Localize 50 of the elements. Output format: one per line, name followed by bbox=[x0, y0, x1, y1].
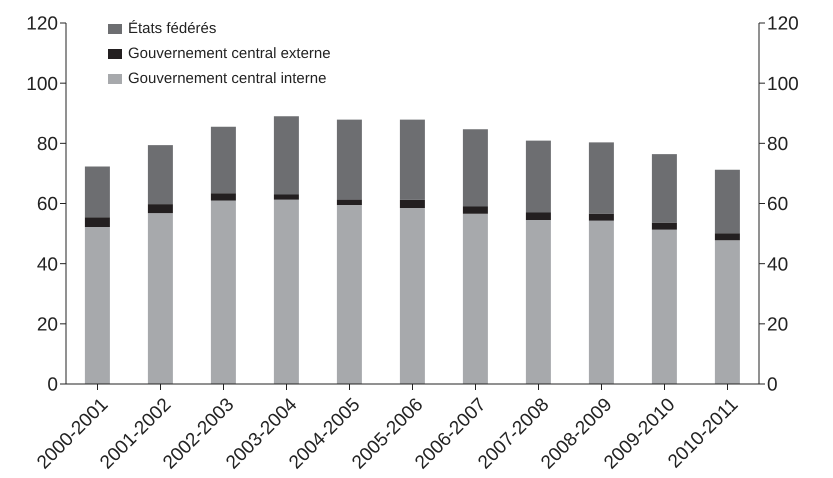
bar bbox=[274, 116, 299, 194]
y-tick-label: 20 bbox=[36, 314, 58, 336]
bar bbox=[526, 220, 551, 384]
legend-label: États fédérés bbox=[128, 20, 216, 37]
bar bbox=[84, 166, 110, 218]
bar bbox=[148, 145, 173, 204]
bar bbox=[588, 142, 614, 214]
bar bbox=[84, 226, 110, 384]
bar bbox=[400, 208, 425, 384]
bar bbox=[714, 233, 740, 240]
bar bbox=[462, 129, 488, 207]
legend-label: Gouvernement central externe bbox=[128, 45, 331, 62]
bar bbox=[400, 120, 425, 200]
bar bbox=[336, 120, 362, 200]
bar bbox=[588, 220, 614, 384]
y-tick-label: 80 bbox=[36, 134, 58, 156]
y-tick-label: 120 bbox=[26, 14, 58, 35]
y-tick-label: 100 bbox=[26, 74, 58, 95]
y2-tick-label: 80 bbox=[767, 134, 788, 156]
y2-tick-label: 0 bbox=[767, 374, 778, 396]
legend-label: Gouvernement central interne bbox=[128, 70, 326, 87]
bar bbox=[652, 230, 677, 384]
bar bbox=[148, 213, 173, 384]
bar bbox=[336, 200, 362, 206]
bar bbox=[274, 200, 299, 384]
bar bbox=[462, 214, 488, 384]
bar bbox=[274, 194, 299, 200]
bar bbox=[400, 200, 425, 208]
bar bbox=[84, 217, 110, 227]
bar bbox=[714, 170, 740, 234]
bar bbox=[652, 222, 677, 230]
bar bbox=[588, 214, 614, 221]
y-tick-label: 0 bbox=[47, 374, 58, 396]
bar bbox=[462, 206, 488, 214]
bar bbox=[210, 193, 236, 200]
bar bbox=[526, 140, 551, 213]
y2-tick-label: 100 bbox=[767, 74, 799, 95]
y-tick-label: 40 bbox=[36, 254, 58, 276]
bar bbox=[336, 205, 362, 384]
y2-tick-label: 120 bbox=[767, 14, 799, 35]
bar bbox=[652, 154, 677, 223]
y2-tick-label: 60 bbox=[767, 194, 788, 216]
bar bbox=[714, 240, 740, 384]
bar bbox=[210, 126, 236, 194]
bar bbox=[148, 204, 173, 214]
y2-tick-label: 20 bbox=[767, 314, 788, 336]
bar bbox=[210, 200, 236, 384]
bar bbox=[526, 212, 551, 220]
y-tick-label: 60 bbox=[36, 194, 58, 216]
y2-tick-label: 40 bbox=[767, 254, 788, 276]
